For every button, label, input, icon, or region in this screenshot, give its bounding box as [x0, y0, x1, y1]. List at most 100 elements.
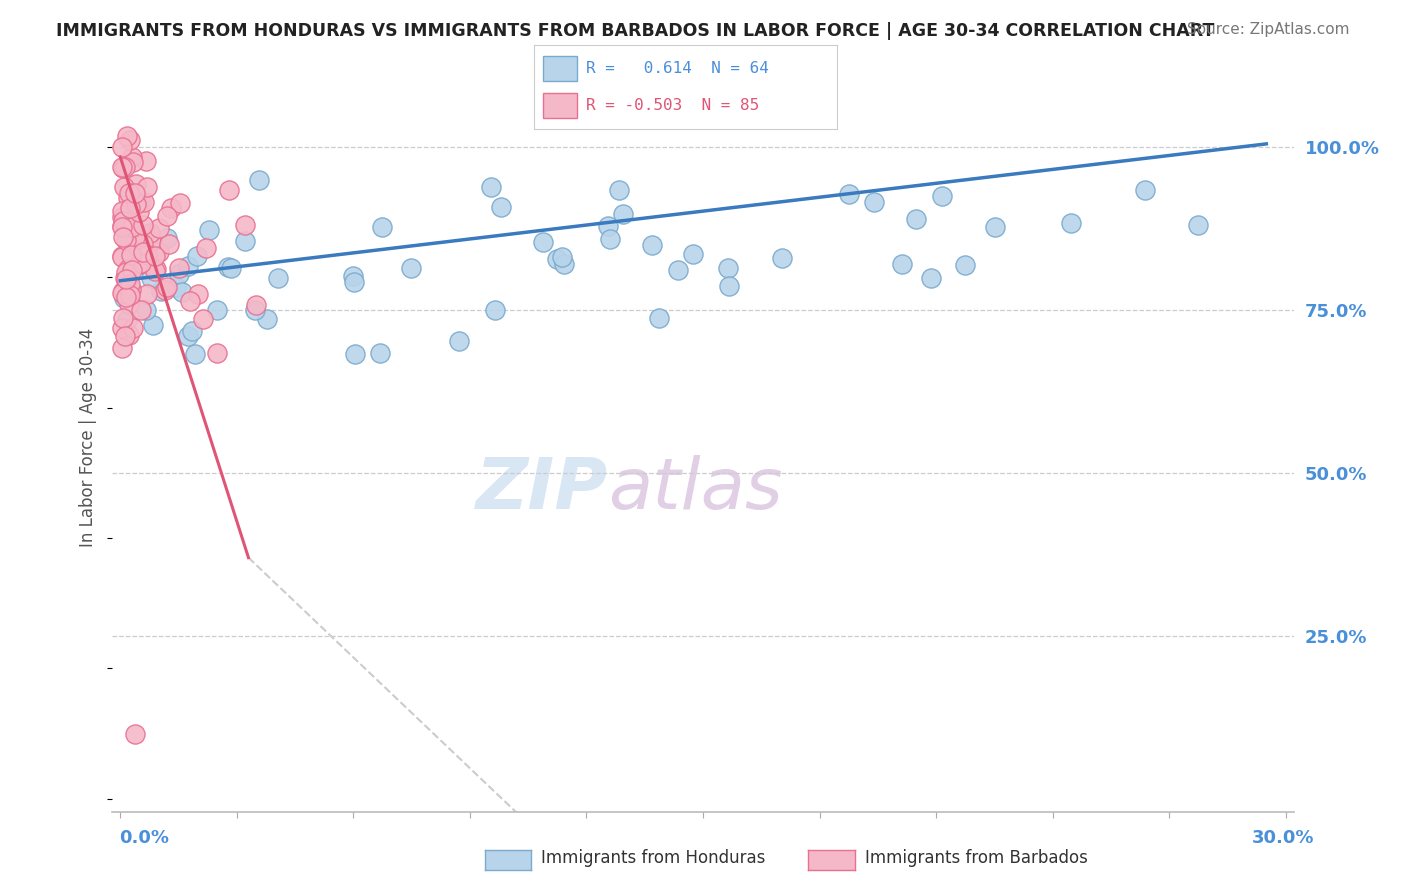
Point	[121, 263, 143, 277]
Point	[546, 252, 568, 266]
Point	[114, 329, 136, 343]
Point	[132, 245, 155, 260]
Point	[118, 133, 141, 147]
Point	[205, 303, 228, 318]
Point	[955, 258, 977, 272]
Point	[139, 271, 162, 285]
Point	[342, 268, 364, 283]
Point	[167, 267, 190, 281]
Point	[117, 328, 139, 343]
Point	[770, 251, 793, 265]
Point	[191, 312, 214, 326]
Point	[218, 183, 240, 197]
Point	[143, 263, 166, 277]
Point	[111, 160, 134, 174]
Point	[599, 232, 621, 246]
Point	[449, 334, 471, 348]
Point	[111, 341, 134, 355]
Point	[184, 347, 207, 361]
Point	[1187, 218, 1209, 232]
Point	[120, 248, 142, 262]
Point	[249, 173, 271, 187]
Point	[128, 204, 150, 219]
Point	[984, 219, 1007, 234]
Point	[112, 161, 135, 175]
Point	[217, 260, 239, 274]
Text: IMMIGRANTS FROM HONDURAS VS IMMIGRANTS FROM BARBADOS IN LABOR FORCE | AGE 30-34 : IMMIGRANTS FROM HONDURAS VS IMMIGRANTS F…	[56, 22, 1215, 40]
Point	[207, 345, 229, 359]
Point	[132, 195, 155, 210]
Point	[117, 219, 139, 234]
Point	[343, 275, 366, 289]
Point	[176, 328, 198, 343]
Point	[148, 245, 170, 260]
Point	[117, 261, 139, 276]
Bar	[543, 93, 576, 119]
Point	[256, 312, 278, 326]
Point	[111, 284, 134, 298]
Point	[160, 201, 183, 215]
Point	[120, 282, 142, 296]
Point	[118, 288, 141, 302]
Point	[111, 310, 134, 325]
Point	[114, 161, 136, 175]
Bar	[543, 55, 576, 81]
Point	[124, 186, 146, 200]
Point	[598, 219, 620, 233]
Point	[647, 311, 669, 326]
Y-axis label: In Labor Force | Age 30-34: In Labor Force | Age 30-34	[79, 327, 97, 547]
Text: Immigrants from Barbados: Immigrants from Barbados	[865, 849, 1088, 867]
Text: Immigrants from Honduras: Immigrants from Honduras	[541, 849, 766, 867]
Point	[120, 285, 142, 299]
Point	[135, 302, 157, 317]
Point	[931, 189, 953, 203]
Point	[122, 321, 145, 335]
Point	[115, 128, 138, 143]
Point	[143, 249, 166, 263]
Point	[111, 320, 134, 334]
Point	[132, 236, 155, 251]
Point	[124, 230, 146, 244]
Point	[1059, 216, 1081, 230]
Point	[484, 303, 506, 318]
Point	[153, 283, 176, 297]
Point	[139, 226, 162, 240]
Point	[245, 298, 267, 312]
Point	[233, 234, 256, 248]
Point	[157, 236, 180, 251]
Point	[129, 256, 152, 270]
Point	[125, 196, 148, 211]
Point	[531, 235, 554, 249]
Point	[187, 287, 209, 301]
Point	[156, 209, 179, 223]
Point	[682, 247, 704, 261]
Point	[243, 302, 266, 317]
Point	[111, 250, 134, 264]
Point	[111, 219, 134, 234]
Point	[891, 257, 914, 271]
Point	[129, 195, 152, 210]
Point	[148, 221, 170, 235]
Point	[114, 271, 136, 285]
Point	[121, 219, 143, 234]
Text: ZIP: ZIP	[477, 455, 609, 524]
Point	[553, 257, 575, 271]
Point	[198, 223, 221, 237]
Point	[111, 230, 134, 244]
Point	[344, 347, 367, 361]
Point	[607, 183, 630, 197]
Point	[142, 318, 165, 332]
Point	[641, 238, 664, 252]
Point	[905, 211, 928, 226]
Point	[132, 230, 155, 244]
Point	[233, 218, 256, 232]
Point	[118, 238, 141, 252]
Point	[111, 210, 134, 224]
Point	[149, 285, 172, 299]
Point	[128, 257, 150, 271]
Point	[165, 279, 187, 293]
Point	[117, 271, 139, 285]
Point	[479, 180, 502, 194]
Point	[368, 345, 391, 359]
Point	[118, 201, 141, 215]
